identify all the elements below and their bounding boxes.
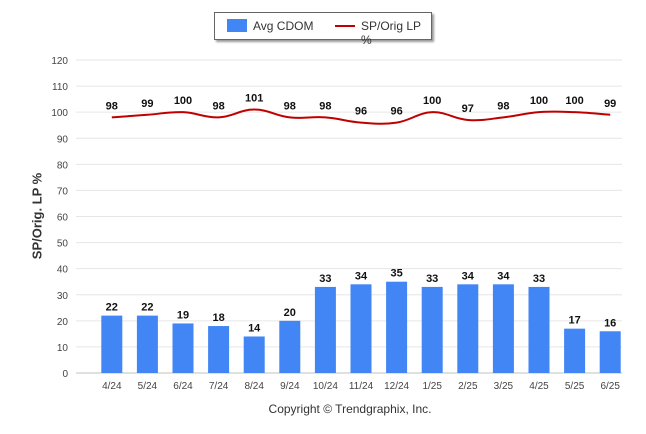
line-value-label: 100	[423, 95, 441, 107]
line-value-label: 98	[212, 100, 224, 112]
y-tick-label: 10	[57, 343, 69, 354]
bar	[136, 315, 158, 373]
line-value-label: 96	[390, 106, 402, 118]
x-tick-label: 12/24	[384, 381, 409, 392]
y-tick-label: 40	[57, 265, 69, 276]
y-tick-label: 30	[57, 291, 69, 302]
x-tick-label: 3/25	[494, 381, 514, 392]
bar-value-label: 16	[604, 317, 616, 329]
bar	[528, 286, 550, 373]
bar	[172, 323, 194, 373]
bar-value-label: 33	[426, 273, 438, 285]
bar	[421, 286, 443, 373]
y-tick-label: 70	[57, 186, 69, 197]
bar-value-label: 35	[390, 268, 402, 280]
bar	[492, 284, 514, 373]
x-tick-label: 9/24	[280, 381, 300, 392]
line-value-label: 99	[141, 98, 153, 110]
line-value-label: 98	[106, 100, 118, 112]
bar-value-label: 14	[248, 322, 261, 334]
line-value-label: 100	[530, 95, 548, 107]
legend: Avg CDOM SP/Orig LP %	[214, 12, 432, 47]
y-tick-label: 90	[57, 134, 69, 145]
bar-value-label: 22	[141, 302, 153, 314]
legend-swatch-avg-cdom	[227, 19, 247, 32]
y-tick-label: 100	[51, 108, 68, 119]
bar	[457, 284, 479, 373]
bar-value-label: 22	[106, 302, 118, 314]
bar	[208, 326, 230, 373]
bar-value-label: 17	[568, 315, 580, 327]
bar	[243, 336, 265, 373]
bar-value-label: 20	[284, 307, 296, 319]
x-tick-label: 5/24	[138, 381, 158, 392]
x-tick-label: 4/24	[102, 381, 122, 392]
legend-label-avg-cdom: Avg CDOM	[253, 19, 314, 33]
bar	[386, 281, 408, 373]
line-value-label: 101	[245, 93, 263, 105]
bar	[350, 284, 372, 373]
bar-value-label: 33	[533, 273, 545, 285]
x-tick-label: 1/25	[422, 381, 442, 392]
line-value-label: 98	[319, 100, 331, 112]
bar	[101, 315, 123, 373]
copyright-credit: Copyright © Trendgraphix, Inc.	[268, 402, 432, 416]
y-tick-label: 60	[57, 213, 69, 224]
line-value-label: 100	[565, 95, 583, 107]
legend-label-sp-orig-lp: SP/Orig LP %	[361, 19, 421, 47]
x-tick-label: 7/24	[209, 381, 229, 392]
x-tick-label: 4/25	[529, 381, 549, 392]
line-value-label: 98	[284, 100, 296, 112]
line-value-label: 100	[174, 95, 192, 107]
bar-value-label: 19	[177, 309, 189, 321]
line-value-label: 96	[355, 106, 367, 118]
line-value-label: 99	[604, 98, 616, 110]
y-tick-label: 20	[57, 317, 69, 328]
x-tick-label: 8/24	[244, 381, 264, 392]
bar	[314, 286, 336, 373]
bar	[599, 331, 621, 373]
bar-value-label: 33	[319, 273, 331, 285]
y-tick-label: 120	[51, 56, 68, 67]
bar	[279, 320, 301, 373]
x-tick-label: 11/24	[349, 381, 374, 392]
x-tick-label: 5/25	[565, 381, 585, 392]
y-tick-label: 80	[57, 160, 69, 171]
line-value-label: 98	[497, 100, 509, 112]
bar-value-label: 34	[462, 270, 475, 282]
x-tick-label: 6/24	[173, 381, 193, 392]
x-tick-label: 2/25	[458, 381, 478, 392]
legend-swatch-sp-orig-lp	[335, 25, 355, 27]
bar-value-label: 34	[497, 270, 510, 282]
x-tick-label: 10/24	[313, 381, 338, 392]
bar-value-label: 18	[212, 312, 224, 324]
x-tick-label: 6/25	[600, 381, 620, 392]
y-tick-label: 110	[52, 82, 68, 93]
series-line-sp-orig-lp	[111, 108, 611, 125]
bar-value-label: 34	[355, 270, 368, 282]
y-tick-label: 0	[62, 369, 68, 380]
bar	[564, 328, 586, 373]
y-tick-label: 50	[57, 239, 69, 250]
line-value-label: 97	[462, 103, 474, 115]
